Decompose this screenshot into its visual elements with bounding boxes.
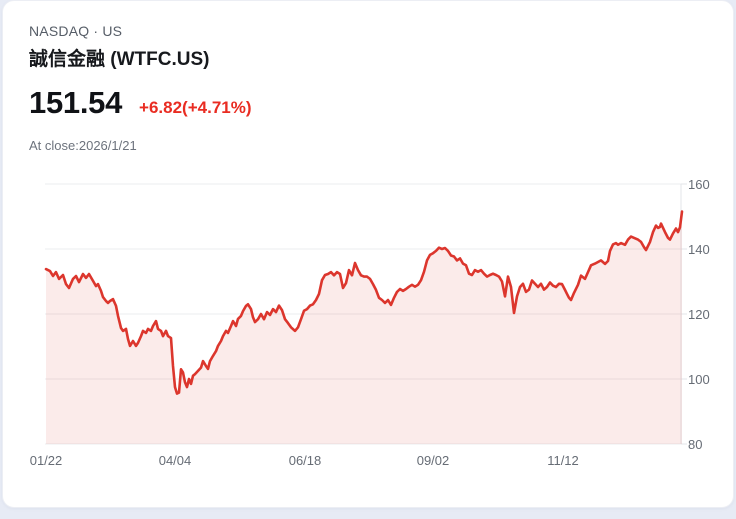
exchange-region-label: NASDAQ · US — [29, 23, 123, 39]
price-change: +6.82(+4.71%) — [139, 98, 252, 117]
y-tick-label: 140 — [688, 242, 710, 257]
price-line — [44, 210, 684, 395]
last-price: 151.54 — [29, 85, 123, 120]
x-tick-label: 09/02 — [416, 453, 450, 468]
y-tick-label: 160 — [688, 177, 710, 192]
y-tick-label: 80 — [688, 437, 703, 452]
x-tick-label: 01/22 — [29, 453, 63, 468]
stock-title: 誠信金融 (WTFC.US) — [29, 49, 210, 70]
close-timestamp: At close:2026/1/21 — [29, 138, 137, 153]
x-tick-label: 06/18 — [288, 453, 322, 468]
area-fill — [46, 211, 682, 444]
y-tick-label: 120 — [688, 307, 710, 322]
stock-quote-card: NASDAQ · US 誠信金融 (WTFC.US) 151.54 +6.82(… — [2, 0, 734, 508]
price-chart-svg — [44, 183, 687, 445]
y-tick-label: 100 — [688, 372, 710, 387]
x-tick-label: 04/04 — [158, 453, 192, 468]
price-row: 151.54 +6.82(+4.71%) — [29, 85, 252, 121]
x-tick-label: 11/12 — [547, 453, 579, 468]
price-chart-area: 160 140 120 100 80 01/22 04/04 06/18 09/… — [3, 1, 736, 514]
